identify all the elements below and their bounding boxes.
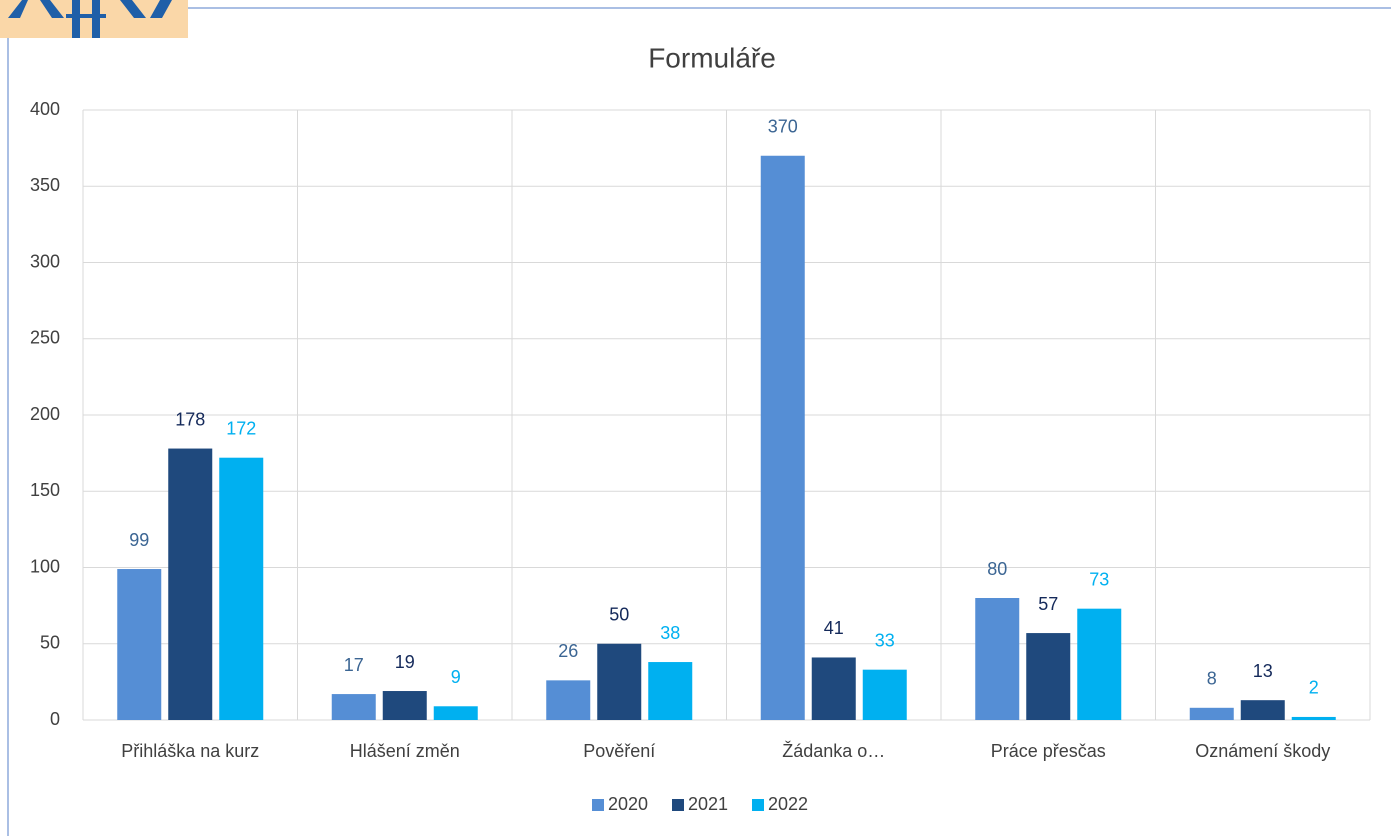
data-label: 57 (1038, 594, 1058, 614)
y-tick-label: 50 (40, 633, 60, 653)
bar (1189, 707, 1234, 720)
data-label: 80 (987, 559, 1007, 579)
y-tick-label: 400 (30, 99, 60, 119)
legend-label: 2021 (688, 794, 728, 814)
data-label: 33 (875, 630, 895, 650)
data-label: 178 (175, 409, 205, 429)
y-tick-label: 350 (30, 175, 60, 195)
bar (648, 662, 693, 720)
y-tick-label: 250 (30, 328, 60, 348)
bar (382, 691, 427, 720)
data-label: 19 (395, 652, 415, 672)
bar (433, 706, 478, 720)
data-label: 172 (226, 418, 256, 438)
bar (1026, 633, 1071, 720)
data-label: 13 (1253, 661, 1273, 681)
x-tick-label: Hlášení změn (350, 741, 460, 761)
bar (331, 694, 376, 720)
data-label: 370 (768, 117, 798, 137)
logo-shape (120, 0, 172, 18)
y-tick-label: 200 (30, 404, 60, 424)
data-label: 17 (344, 655, 364, 675)
y-tick-label: 150 (30, 480, 60, 500)
logo-shape (66, 14, 106, 18)
data-label: 50 (609, 605, 629, 625)
bar (1291, 716, 1336, 720)
bar (117, 569, 162, 720)
bar (760, 155, 805, 720)
bar (168, 448, 213, 720)
logo-shape (92, 0, 100, 38)
legend-label: 2022 (768, 794, 808, 814)
legend-swatch (592, 799, 604, 811)
x-tick-label: Práce přesčas (991, 741, 1106, 761)
bar (975, 598, 1020, 720)
x-tick-label: Žádanka o… (782, 741, 885, 761)
bar (219, 457, 264, 720)
y-tick-label: 100 (30, 556, 60, 576)
data-label: 2 (1309, 678, 1319, 698)
logo (0, 0, 188, 38)
bar (811, 657, 856, 720)
data-label: 73 (1089, 569, 1109, 589)
y-tick-label: 300 (30, 251, 60, 271)
bar (1077, 608, 1122, 720)
bar (597, 643, 642, 720)
data-label: 38 (660, 623, 680, 643)
x-tick-label: Přihláška na kurz (121, 741, 259, 761)
data-label: 8 (1207, 669, 1217, 689)
bar (862, 669, 907, 720)
data-label: 41 (824, 618, 844, 638)
logo-shape (72, 0, 80, 38)
legend-label: 2020 (608, 794, 648, 814)
bar (546, 680, 591, 720)
x-tick-label: Pověření (583, 741, 655, 761)
y-tick-label: 0 (50, 709, 60, 729)
data-label: 9 (451, 667, 461, 687)
bar (1240, 700, 1285, 720)
logo-shape (8, 0, 64, 18)
data-label: 26 (558, 641, 578, 661)
x-tick-label: Oznámení škody (1195, 741, 1330, 761)
legend-swatch (752, 799, 764, 811)
chart-title: Formuláře (648, 42, 776, 73)
data-label: 99 (129, 530, 149, 550)
legend-swatch (672, 799, 684, 811)
